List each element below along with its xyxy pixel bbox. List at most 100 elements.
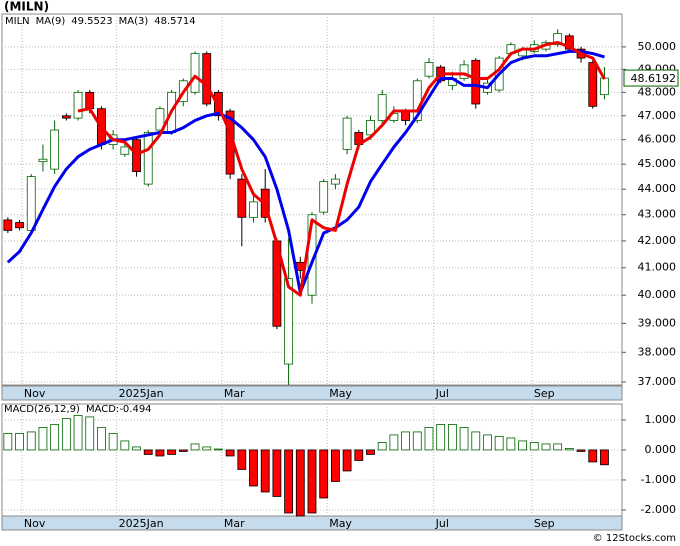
macd-bar: [447, 424, 457, 451]
macd-bar: [190, 443, 200, 451]
macd-bar: [50, 424, 60, 451]
legend-label: MA(3): [119, 16, 149, 27]
macd-bar: [143, 449, 153, 455]
legend-value: 49.5523: [71, 16, 112, 27]
candle-body: [3, 219, 13, 231]
x-tick-label: Mar: [224, 517, 245, 530]
macd-bar: [506, 437, 516, 451]
candle-body: [330, 178, 340, 185]
x-tick-label: May: [329, 517, 352, 530]
candle-body: [38, 158, 48, 163]
macd-bar: [529, 442, 539, 451]
candle-body: [424, 62, 434, 77]
x-tick-label: 2025Jan: [119, 387, 164, 400]
candle-body: [284, 278, 294, 365]
macd-bar: [401, 431, 410, 451]
candle-body: [471, 59, 481, 105]
y-tick-label: 47.000: [638, 109, 677, 122]
macd-bar: [564, 448, 574, 451]
candle-body: [564, 35, 574, 50]
y-tick-label: 41.000: [638, 261, 677, 274]
macd-bar: [436, 424, 446, 451]
candle-body: [342, 117, 352, 150]
legend-label: MACD:: [86, 404, 119, 415]
y-tick-label: 39.000: [638, 316, 677, 329]
candle-body: [120, 146, 130, 155]
macd-bar: [389, 434, 399, 451]
x-tick-label: Nov: [24, 387, 46, 400]
macd-bar: [307, 449, 317, 514]
x-tick-label: 2025Jan: [119, 517, 164, 530]
macd-bar: [155, 449, 165, 457]
macd-bar: [295, 449, 305, 517]
macd-bar: [237, 449, 247, 470]
candle-body: [50, 129, 60, 170]
macd-bar: [576, 449, 586, 452]
candle-body: [190, 53, 200, 93]
y-tick-label: 1.000: [645, 413, 677, 426]
y-tick-label: -1.000: [641, 473, 676, 486]
legend-value: 48.5714: [154, 16, 195, 27]
y-tick-label: 43.000: [638, 208, 677, 221]
price-tag-label: 48.6192: [631, 72, 677, 85]
macd-bar: [600, 449, 609, 466]
legend-value: -0.494: [119, 404, 151, 415]
y-tick-label: 45.000: [638, 157, 677, 170]
macd-bar: [483, 434, 492, 451]
candle-body: [553, 33, 563, 46]
y-tick-label: 38.000: [638, 345, 677, 358]
macd-bar: [541, 443, 551, 451]
x-tick-label: Sep: [534, 387, 555, 400]
x-tick-label: Sep: [534, 517, 555, 530]
macd-bar: [284, 449, 294, 514]
y-tick-label: 42.000: [638, 234, 677, 247]
candle-body: [143, 132, 153, 185]
macd-bar: [249, 449, 258, 487]
macd-bar: [178, 449, 188, 452]
legend-name: MILN: [5, 16, 30, 27]
price-tag: [623, 69, 679, 87]
macd-bar: [97, 427, 106, 451]
macd-bar: [459, 427, 469, 451]
macd-bar: [73, 415, 83, 451]
macd-bar: [85, 416, 95, 451]
macd-bar: [26, 431, 36, 451]
macd-bar: [272, 449, 282, 497]
candle-body: [15, 222, 24, 229]
x-tick-label: May: [329, 387, 352, 400]
candle-body: [155, 108, 165, 131]
candle-body: [600, 77, 609, 96]
candle-body: [319, 181, 329, 213]
macd-bar: [167, 449, 177, 455]
macd-bar: [342, 449, 352, 472]
x-axis-strip: [1, 515, 623, 531]
macd-bar: [553, 443, 563, 451]
y-tick-label: 37.000: [638, 375, 677, 388]
macd-bar: [588, 449, 598, 463]
y-tick-label: 46.000: [638, 133, 677, 146]
y-tick-label: 44.000: [638, 182, 677, 195]
macd-bar: [120, 440, 130, 451]
legend-label: MA(9): [36, 16, 66, 27]
macd-bar: [366, 449, 375, 455]
ma-line: [6, 49, 605, 294]
macd-bar: [377, 442, 387, 451]
candle-body: [26, 176, 36, 231]
candle-body: [202, 53, 212, 105]
y-tick-label: -2.000: [641, 503, 676, 516]
candle-body: [366, 120, 375, 136]
x-tick-label: Jul: [435, 387, 449, 400]
macd-bar: [518, 440, 527, 451]
candle-body: [237, 178, 247, 218]
macd-bar: [38, 427, 48, 451]
x-tick-label: Mar: [224, 387, 245, 400]
x-tick-label: Nov: [24, 517, 46, 530]
candle-body: [73, 91, 83, 119]
y-tick-label: 40.000: [638, 288, 677, 301]
ma-line: [77, 41, 606, 297]
macd-bar: [354, 449, 364, 461]
footer: © 12Stocks.com: [593, 533, 676, 544]
macd-bar: [15, 433, 24, 451]
candle-body: [459, 64, 469, 79]
